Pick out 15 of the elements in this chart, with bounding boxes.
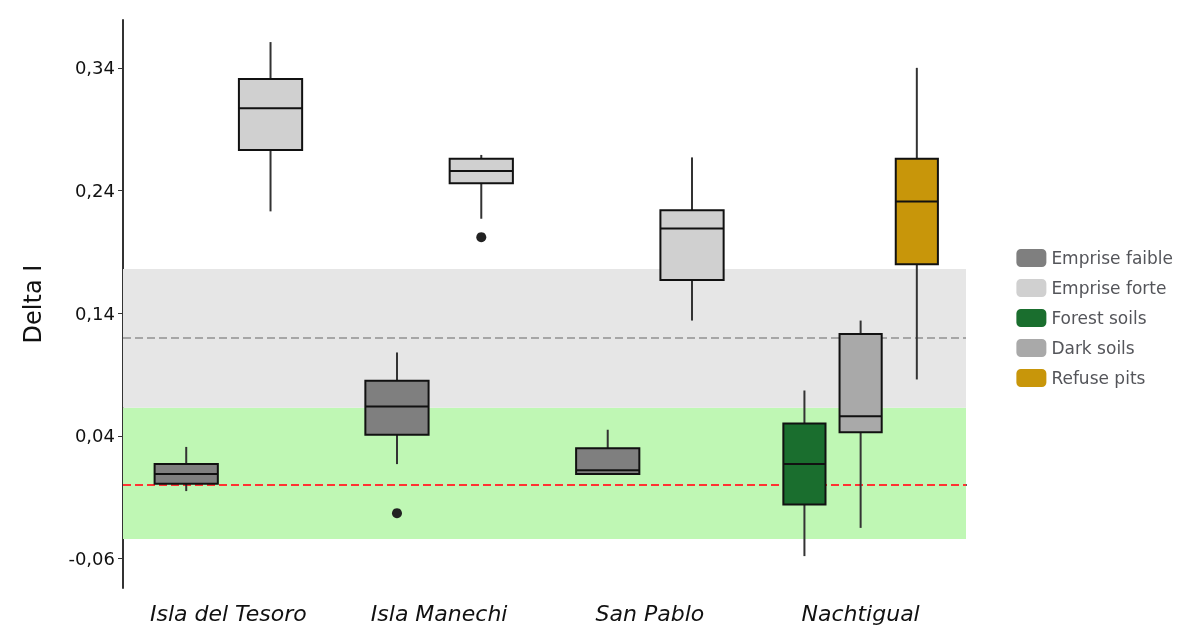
y-tick-label: 0,24 xyxy=(74,180,115,202)
x-tick-label: Isla Manechi xyxy=(370,600,508,626)
legend-label: Refuse pits xyxy=(1051,368,1146,388)
y-tick-label: 0,34 xyxy=(74,57,115,79)
legend-label: Forest soils xyxy=(1051,308,1147,328)
legend-label: Dark soils xyxy=(1051,338,1135,358)
y-axis-title: Delta I xyxy=(19,264,47,344)
x-tick-label: Isla del Tesoro xyxy=(149,600,307,626)
y-tick-label: 0,04 xyxy=(74,425,115,447)
x-tick-label: Nachtigual xyxy=(801,600,920,626)
y-tick-label: -0,06 xyxy=(68,548,115,570)
y-tick-label: 0,14 xyxy=(74,302,115,324)
legend-label: Emprise faible xyxy=(1051,248,1173,268)
legend-label: Emprise forte xyxy=(1051,278,1167,298)
x-tick-label: San Pablo xyxy=(595,600,705,626)
